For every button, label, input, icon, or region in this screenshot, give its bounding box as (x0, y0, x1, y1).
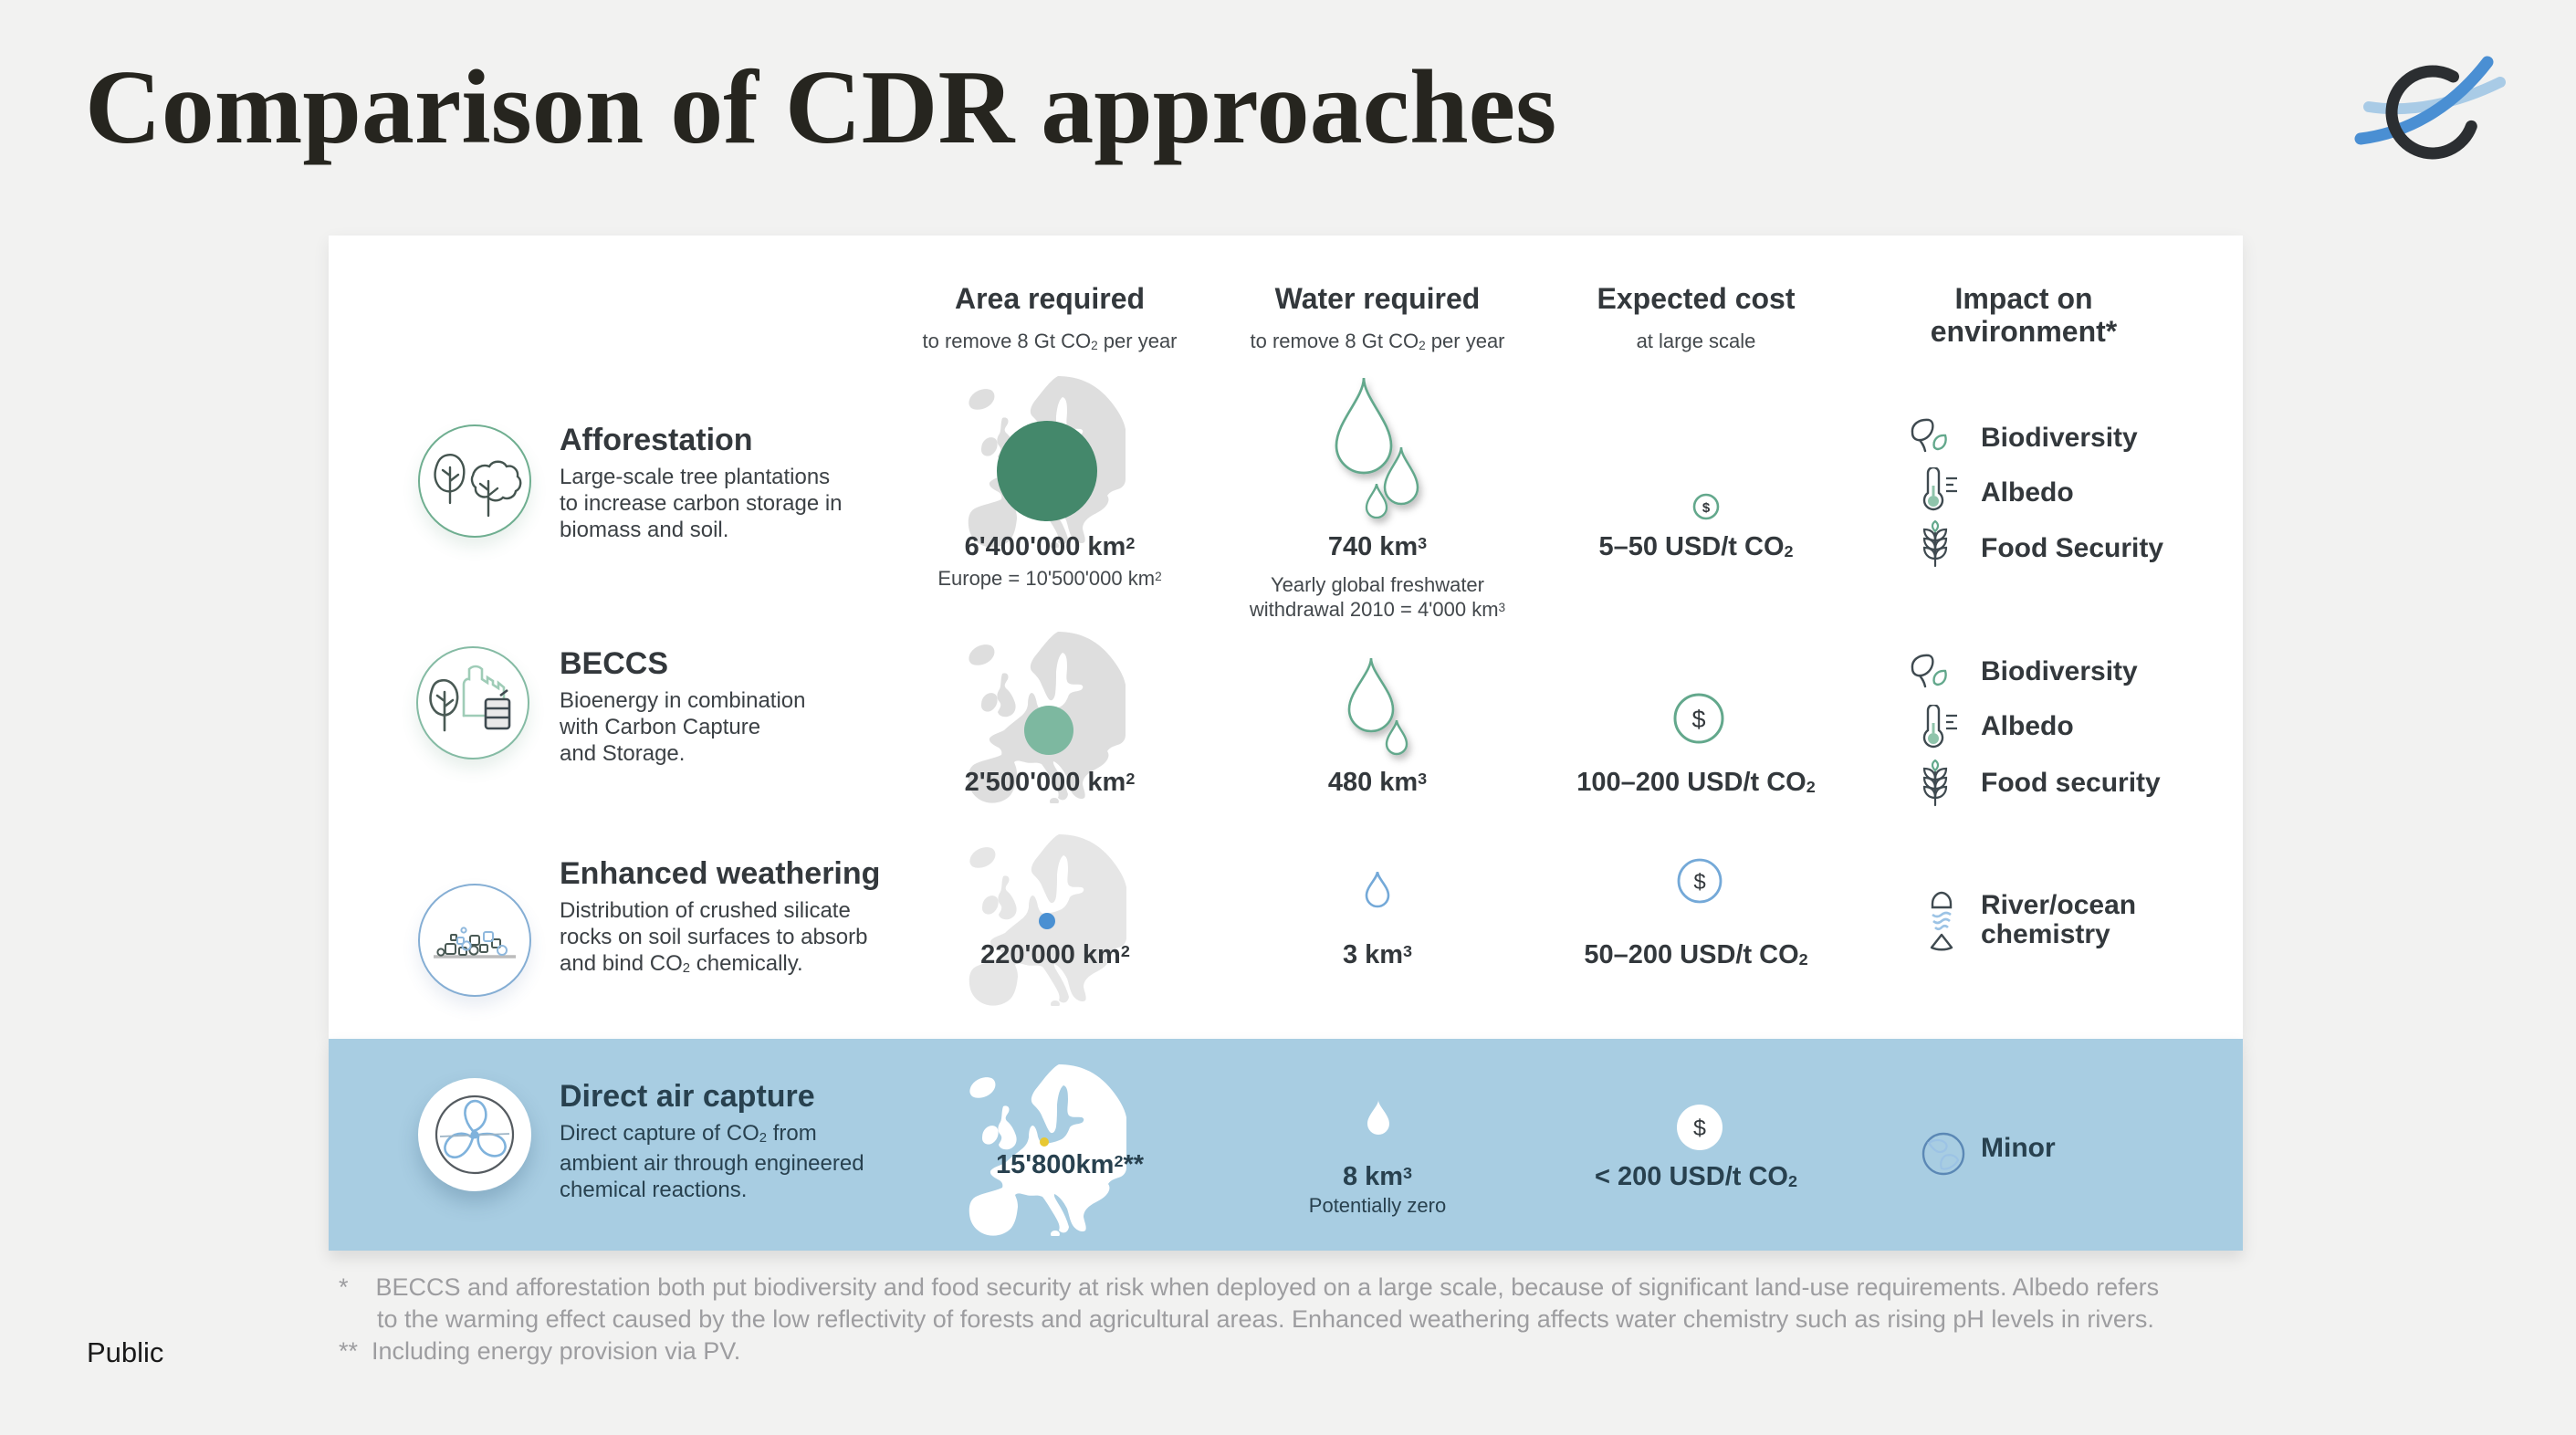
svg-text:$: $ (1693, 870, 1705, 895)
svg-text:$: $ (1702, 500, 1711, 516)
svg-text:$: $ (1691, 706, 1705, 733)
svg-text:$: $ (1693, 1116, 1706, 1141)
